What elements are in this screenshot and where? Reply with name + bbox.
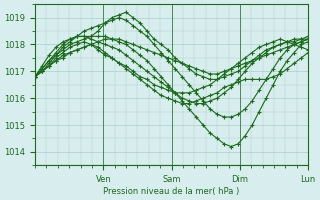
X-axis label: Pression niveau de la mer( hPa ): Pression niveau de la mer( hPa ) <box>103 187 240 196</box>
